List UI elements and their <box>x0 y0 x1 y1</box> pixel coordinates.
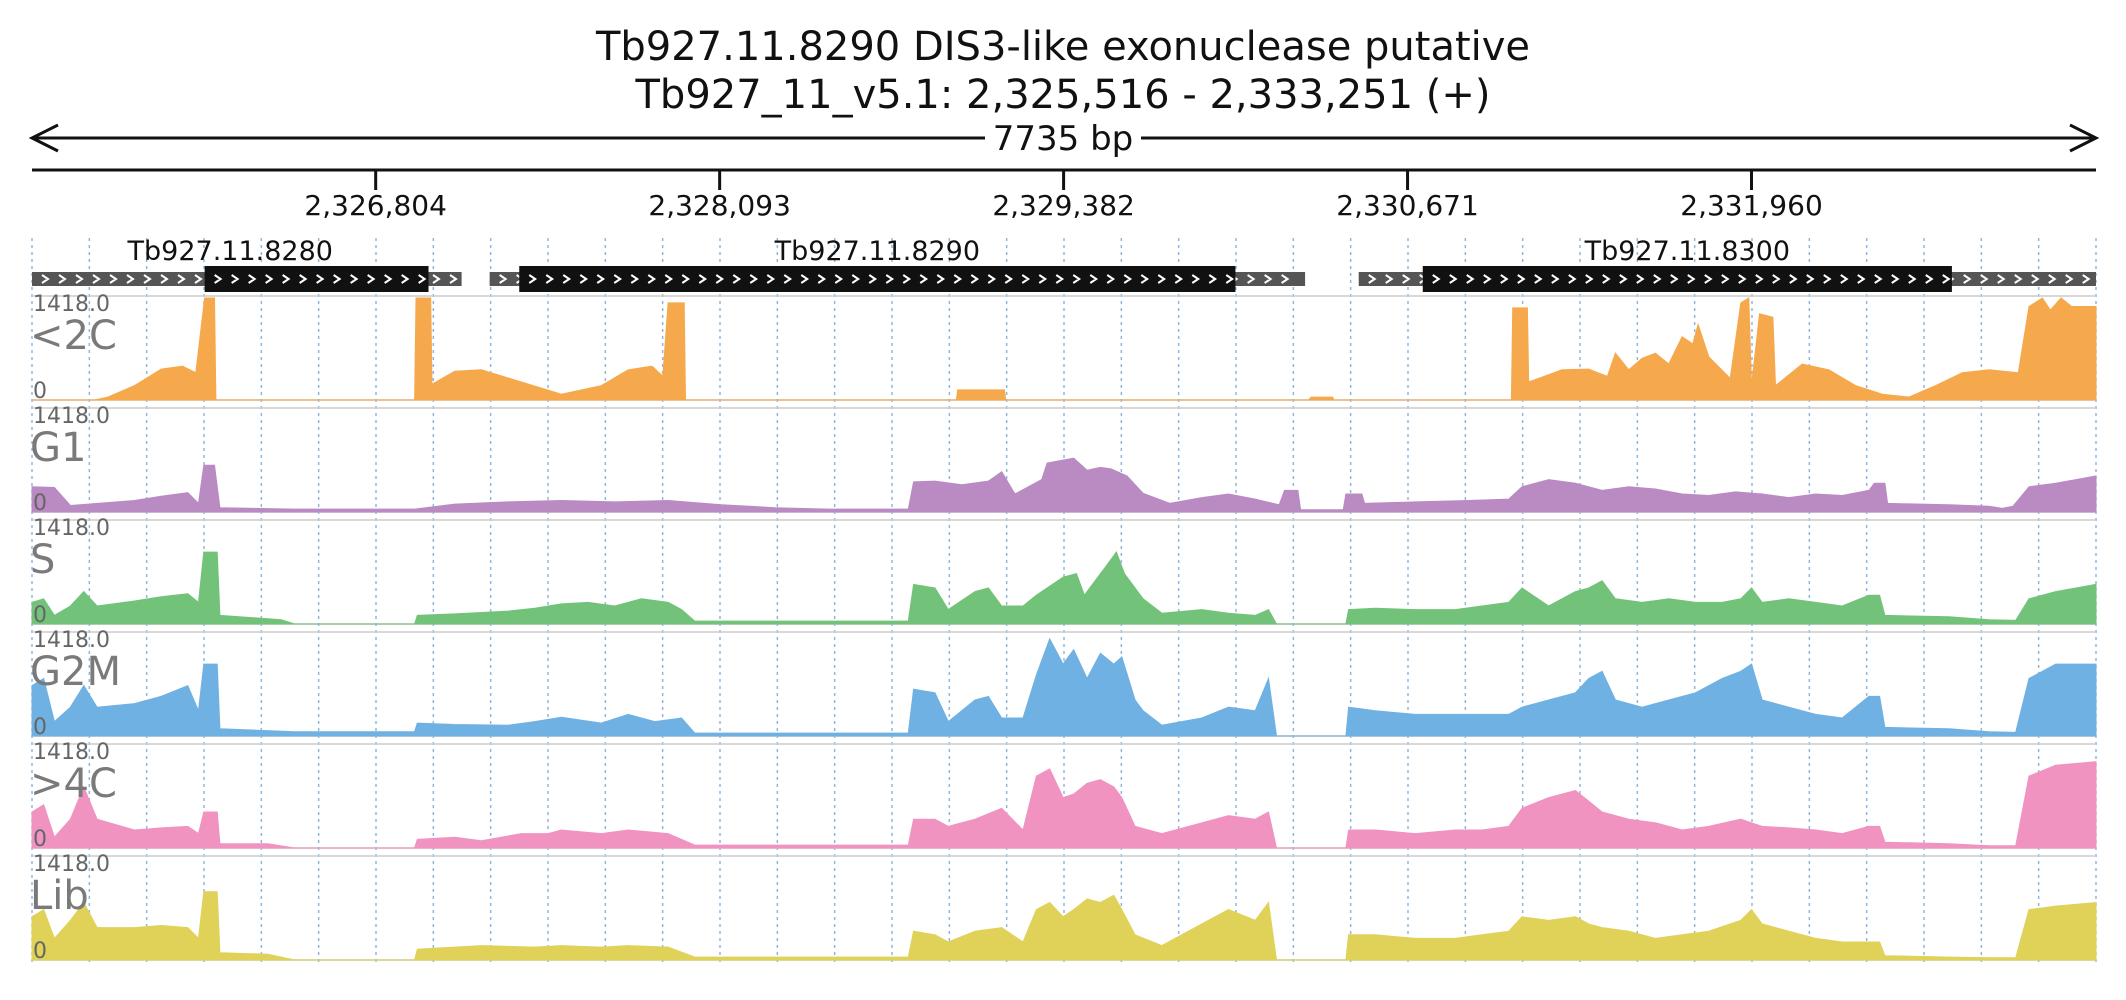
ruler-tick-label: 2,326,804 <box>304 189 447 222</box>
coverage-area-1 <box>31 457 2097 513</box>
gene-track: Tb927.11.8280 Tb927.11.8290 Tb927.11.8300 <box>32 236 2096 292</box>
track-ymax-label: 1418.0 <box>33 404 110 429</box>
cds-box <box>1422 266 1952 292</box>
span-label: 7735 bp <box>993 119 1134 159</box>
strand-arrows <box>1432 274 1951 284</box>
coverage-area-4 <box>31 761 2097 849</box>
ruler-tick-label: 2,328,093 <box>648 189 791 222</box>
coverage-area-2 <box>31 551 2097 625</box>
gene-label: Tb927.11.8300 <box>1584 236 1790 267</box>
track-name: G2M <box>30 649 121 695</box>
strand-arrows <box>214 274 427 284</box>
track-name: Lib <box>30 873 89 919</box>
track-ymax-label: 1418.0 <box>33 292 110 317</box>
track-ymin-label: 0 <box>33 491 47 516</box>
ruler-tick-label: 2,329,382 <box>992 189 1135 222</box>
coverage-area-5 <box>31 891 2097 961</box>
span-indicator: 7735 bp <box>28 118 2100 159</box>
chart-title: Tb927.11.8290 DIS3-like exonuclease puta… <box>595 24 1530 70</box>
track-ymin-label: 0 <box>33 379 47 404</box>
track-ymax-label: 1418.0 <box>33 628 110 653</box>
track-ymin-label: 0 <box>33 827 47 852</box>
gene-label: Tb927.11.8280 <box>127 236 333 267</box>
track-name: S <box>30 537 55 583</box>
span-arrow-right <box>2069 123 2100 153</box>
cds-box <box>519 266 1236 292</box>
span-label-bg <box>985 118 1141 158</box>
strand-arrows <box>528 274 1235 284</box>
ruler-tick-label: 2,331,960 <box>1680 189 1823 222</box>
coverage-area-3 <box>31 637 2097 737</box>
track-ymax-label: 1418.0 <box>33 740 110 765</box>
gene-label: Tb927.11.8290 <box>774 236 980 267</box>
chart-subtitle: Tb927_11_v5.1: 2,325,516 - 2,333,251 (+) <box>635 72 1491 118</box>
track-ymin-label: 0 <box>33 939 47 964</box>
track-ymin-label: 0 <box>33 715 47 740</box>
span-arrow-left <box>28 123 59 153</box>
track-name: G1 <box>30 425 86 471</box>
coverage-area-0 <box>32 297 2097 401</box>
coordinate-ruler: 2,326,804 2,328,093 2,329,382 2,330,671 2,33… <box>32 168 2096 222</box>
track-ymin-label: 0 <box>33 603 47 628</box>
coverage-tracks: 1418.00<2C1418.00G11418.00S1418.00G2M141… <box>30 292 2097 964</box>
ruler-tick-label: 2,330,671 <box>1336 189 1479 222</box>
track-ymax-label: 1418.0 <box>33 516 110 541</box>
track-ymax-label: 1418.0 <box>33 852 110 877</box>
track-name: >4C <box>30 761 117 807</box>
track-name: <2C <box>30 313 117 359</box>
